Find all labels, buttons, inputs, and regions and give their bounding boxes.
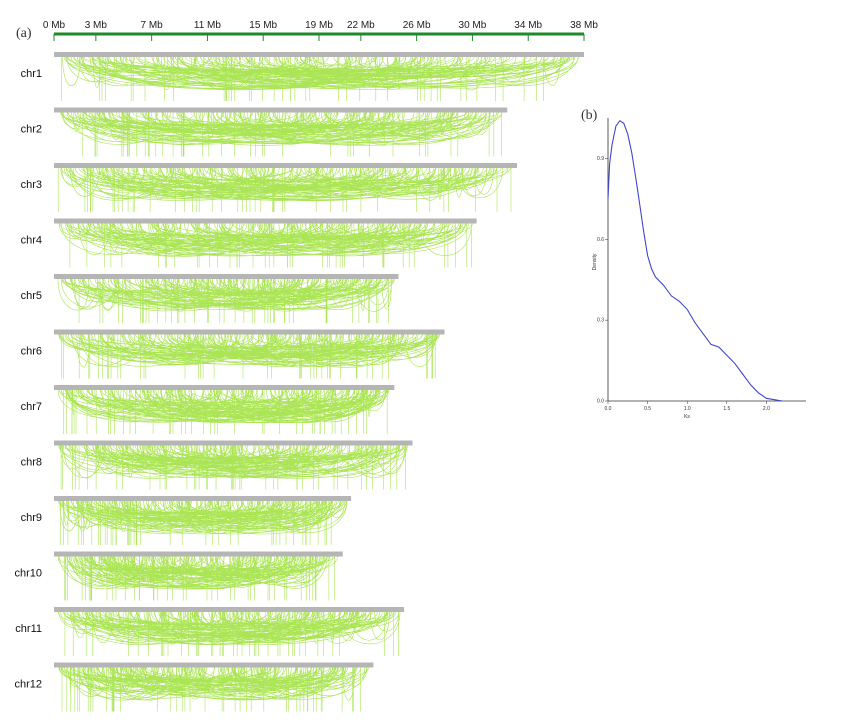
chromosome-label: chr7	[21, 401, 42, 413]
panel-a-label: (a)	[16, 26, 32, 41]
chromosome-row-chr5: chr5	[21, 274, 399, 323]
synteny-links	[57, 389, 389, 434]
chromosome-bar	[54, 163, 518, 168]
chromosome-row-chr11: chr11	[15, 607, 405, 656]
chromosome-label: chr8	[21, 457, 42, 469]
density-y-tick-label: 0.9	[597, 156, 604, 162]
chromosome-bar	[54, 385, 395, 390]
density-x-tick-label: 2.0	[763, 406, 770, 412]
synteny-map-panel: 0 Mb 3 Mb 7 Mb 11 Mb 15 Mb 19 Mb 22 Mb 26 Mb 30 …	[14, 20, 598, 712]
density-y-tick-label: 0.0	[597, 399, 604, 405]
chromosome-label: chr2	[21, 124, 42, 136]
synteny-links	[59, 223, 473, 268]
synteny-links	[60, 112, 503, 157]
scale-tick-label: 3 Mb	[85, 20, 108, 31]
scale-tick-label: 22 Mb	[347, 20, 375, 31]
chromosome-row-chr1: chr1	[21, 52, 584, 101]
chromosome-label: chr6	[21, 346, 42, 358]
chromosome-row-chr12: chr12	[14, 662, 374, 712]
scale-tick-label: 7 Mb	[141, 20, 164, 31]
chromosome-bar	[54, 440, 413, 446]
synteny-links	[58, 445, 408, 490]
chromosome-label: chr4	[21, 235, 42, 247]
scale-tick-label: 26 Mb	[403, 20, 431, 31]
chromosome-bar	[54, 551, 343, 557]
scale-tick-label: 34 Mb	[514, 20, 542, 31]
scale-tick-label: 15 Mb	[249, 20, 277, 31]
chromosome-row-chr4: chr4	[21, 218, 477, 268]
chromosome-bar	[54, 329, 445, 335]
synteny-links	[58, 334, 440, 379]
scale-tick-label: 11 Mb	[194, 20, 221, 31]
chromosome-row-chr2: chr2	[21, 107, 508, 157]
chromosome-row-chr9: chr9	[21, 496, 352, 545]
density-y-axis-title: Density	[592, 253, 598, 270]
panel-b-label: (b)	[581, 108, 598, 123]
chromosome-label: chr1	[21, 68, 42, 80]
density-y-tick-label: 0.3	[597, 318, 604, 324]
synteny-links	[57, 167, 512, 212]
chromosome-row-chr8: chr8	[21, 440, 413, 490]
chromosome-bar	[54, 218, 477, 224]
chromosome-row-chr10: chr10	[14, 551, 343, 601]
density-series-line-0	[607, 119, 783, 402]
chromosome-label: chr3	[21, 179, 42, 191]
chromosome-label: chr12	[14, 679, 42, 691]
synteny-links	[57, 500, 348, 545]
synteny-links	[61, 56, 579, 101]
chromosome-label: chr11	[15, 623, 42, 635]
ks-density-panel: 0.0 0.5 1.0 1.5 2.0 0.0 0.3 0.6 0.9 Ks Density	[592, 118, 806, 420]
chromosome-bar	[54, 52, 584, 57]
chromosome-bar	[54, 107, 508, 113]
density-x-tick-label: 1.0	[684, 406, 691, 412]
density-x-tick-label: 0.5	[644, 406, 651, 412]
chromosome-label: chr9	[21, 512, 42, 524]
chromosome-bar	[54, 607, 405, 612]
scale-tick-label: 30 Mb	[459, 20, 487, 31]
density-x-tick-label: 0.0	[605, 406, 612, 412]
chromosome-label: chr10	[14, 568, 42, 580]
chromosome-row-chr7: chr7	[21, 385, 395, 434]
chromosome-bar	[54, 496, 352, 501]
chromosome-bar	[54, 662, 374, 668]
scale-tick-label: 0 Mb	[43, 20, 66, 31]
synteny-links	[57, 556, 338, 601]
density-x-axis-title: Ks	[684, 414, 690, 420]
chromosome-row-chr3: chr3	[21, 163, 518, 212]
density-x-tick-label: 1.5	[723, 406, 730, 412]
chromosome-label: chr5	[21, 290, 42, 302]
synteny-links	[58, 667, 369, 712]
synteny-links	[57, 278, 395, 323]
chromosome-bar	[54, 274, 399, 279]
scale-tick-label: 38 Mb	[570, 20, 598, 31]
density-y-tick-label: 0.6	[597, 237, 604, 243]
synteny-links	[57, 611, 401, 656]
chromosome-row-chr6: chr6	[21, 329, 445, 379]
scale-tick-label: 19 Mb	[305, 20, 333, 31]
